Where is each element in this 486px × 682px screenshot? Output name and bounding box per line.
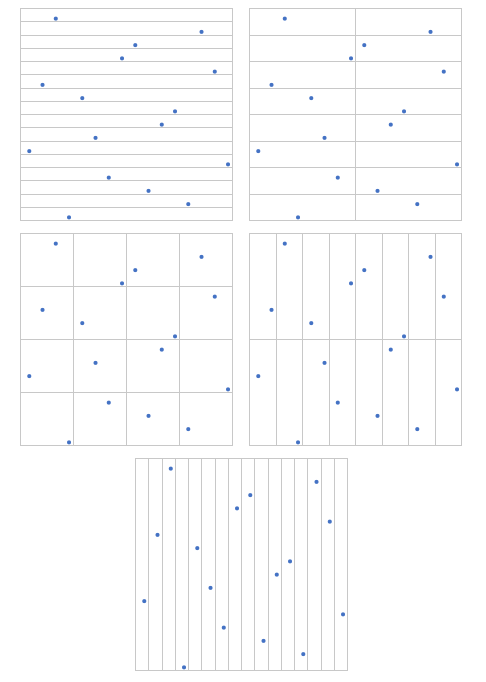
point <box>27 149 32 154</box>
point <box>282 241 287 246</box>
point <box>296 215 301 220</box>
point <box>199 29 204 34</box>
point <box>415 427 420 432</box>
point <box>146 413 151 418</box>
point <box>248 493 253 498</box>
point <box>269 82 274 87</box>
point <box>67 215 72 220</box>
point <box>221 625 226 630</box>
point <box>106 175 111 180</box>
point <box>256 374 261 379</box>
point <box>186 202 191 207</box>
point <box>53 241 58 246</box>
point <box>375 413 380 418</box>
point <box>182 665 187 670</box>
point <box>375 188 380 193</box>
point <box>402 334 407 339</box>
point <box>53 16 58 21</box>
point <box>322 360 327 365</box>
point <box>388 122 393 127</box>
point <box>288 559 293 564</box>
point <box>40 82 45 87</box>
point <box>362 43 367 48</box>
point <box>142 599 147 604</box>
point <box>349 56 354 61</box>
point <box>208 585 213 590</box>
point <box>212 69 217 74</box>
point <box>441 69 446 74</box>
point <box>93 135 98 140</box>
point <box>27 374 32 379</box>
point <box>341 612 346 617</box>
point <box>388 347 393 352</box>
point <box>159 122 164 127</box>
point <box>93 360 98 365</box>
point <box>309 321 314 326</box>
point <box>261 638 266 643</box>
point <box>282 16 287 21</box>
point <box>235 506 240 511</box>
point <box>428 29 433 34</box>
point <box>133 43 138 48</box>
point <box>296 440 301 445</box>
point <box>314 479 319 484</box>
point <box>441 294 446 299</box>
point <box>199 254 204 259</box>
point <box>120 281 125 286</box>
point <box>186 427 191 432</box>
point <box>173 109 178 114</box>
point <box>322 135 327 140</box>
point <box>155 532 160 537</box>
point <box>256 149 261 154</box>
point <box>159 347 164 352</box>
point <box>327 519 332 524</box>
scatter-plot <box>249 233 462 446</box>
point <box>274 572 279 577</box>
scatter-plot <box>249 8 462 221</box>
point <box>301 652 306 657</box>
scatter-plot <box>20 8 233 221</box>
point <box>40 307 45 312</box>
point <box>335 400 340 405</box>
point <box>415 202 420 207</box>
point <box>133 268 138 273</box>
point <box>269 307 274 312</box>
point <box>226 162 231 167</box>
point <box>455 162 460 167</box>
scatter-plot <box>135 458 348 671</box>
point <box>335 175 340 180</box>
point <box>362 268 367 273</box>
scatter-plot <box>20 233 233 446</box>
point <box>80 321 85 326</box>
point <box>173 334 178 339</box>
point <box>80 96 85 101</box>
point <box>212 294 217 299</box>
point <box>106 400 111 405</box>
point <box>120 56 125 61</box>
point <box>67 440 72 445</box>
point <box>455 387 460 392</box>
point <box>402 109 407 114</box>
point <box>168 466 173 471</box>
point <box>226 387 231 392</box>
point <box>428 254 433 259</box>
point <box>309 96 314 101</box>
point <box>349 281 354 286</box>
point <box>146 188 151 193</box>
point <box>195 546 200 551</box>
